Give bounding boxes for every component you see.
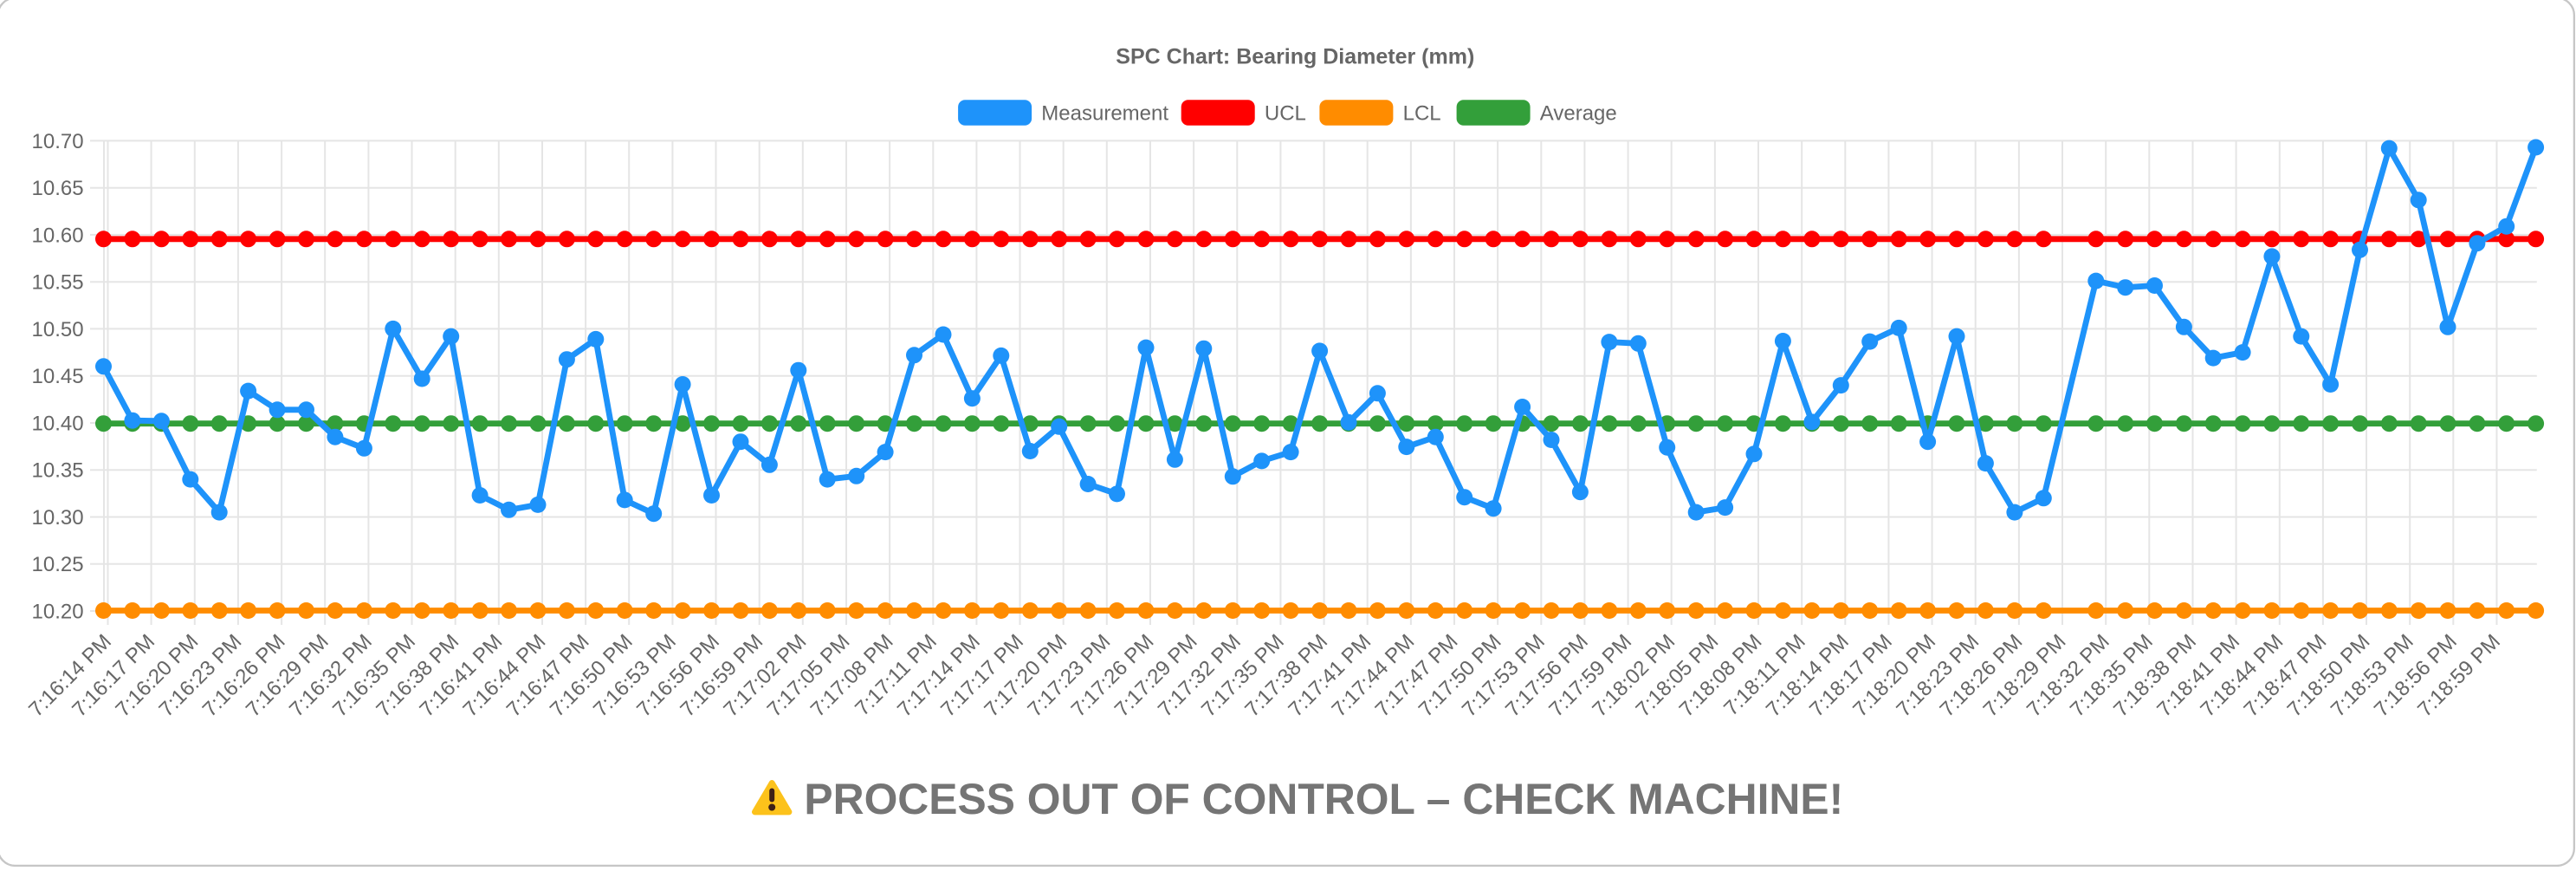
svg-text:Average: Average <box>1540 102 1617 126</box>
svg-text:10.35: 10.35 <box>32 459 84 483</box>
svg-text:10.60: 10.60 <box>32 224 84 247</box>
svg-text:UCL: UCL <box>1265 102 1306 126</box>
svg-text:10.25: 10.25 <box>32 553 84 576</box>
svg-text:10.30: 10.30 <box>32 506 84 530</box>
svg-text:10.65: 10.65 <box>32 177 84 200</box>
svg-text:LCL: LCL <box>1403 102 1441 126</box>
svg-text:10.70: 10.70 <box>32 130 84 153</box>
svg-text:SPC Chart: Bearing Diameter (m: SPC Chart: Bearing Diameter (mm) <box>1116 45 1474 69</box>
svg-text:10.45: 10.45 <box>32 365 84 388</box>
svg-text:Measurement: Measurement <box>1041 102 1168 126</box>
svg-text:10.20: 10.20 <box>32 601 84 624</box>
svg-text:PROCESS OUT OF CONTROL – CHECK: PROCESS OUT OF CONTROL – CHECK MACHINE! <box>804 775 1843 823</box>
svg-text:10.40: 10.40 <box>32 413 84 436</box>
svg-text:10.50: 10.50 <box>32 318 84 341</box>
svg-text:10.55: 10.55 <box>32 271 84 295</box>
